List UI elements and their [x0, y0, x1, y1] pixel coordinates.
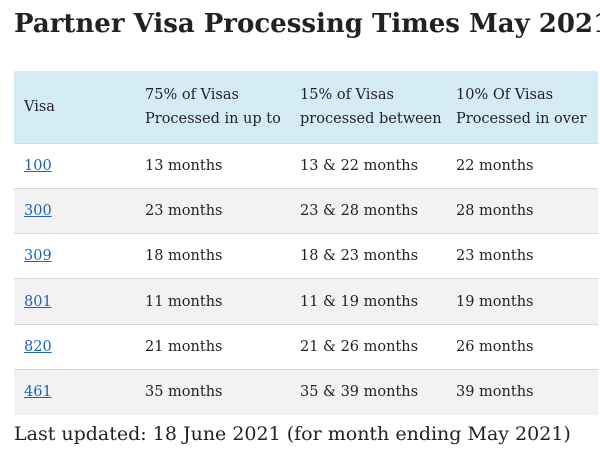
visa-link-820[interactable]: 820	[24, 338, 52, 355]
p15-cell: 35 & 39 months	[300, 384, 419, 401]
header-10-line-2: Processed in over	[456, 110, 587, 127]
table-row: 300 23 months 23 & 28 months 28 months	[14, 188, 598, 234]
header-visa: Visa	[14, 71, 135, 143]
p10-cell: 19 months	[456, 293, 534, 310]
header-75-percent: 75% of Visas Processed in up to	[135, 71, 290, 143]
p75-cell: 35 months	[145, 384, 223, 401]
visa-cell: 461	[14, 369, 135, 414]
table-row: 100 13 months 13 & 22 months 22 months	[14, 143, 598, 188]
p15-cell: 21 & 26 months	[300, 338, 419, 355]
table-row: 820 21 months 21 & 26 months 26 months	[14, 324, 598, 369]
processing-times-table: Visa 75% of Visas Processed in up to 15%…	[14, 71, 598, 415]
visa-cell: 820	[14, 324, 135, 369]
p10-cell: 39 months	[456, 384, 534, 401]
visa-link-300[interactable]: 300	[24, 202, 52, 219]
table-row: 461 35 months 35 & 39 months 39 months	[14, 369, 598, 415]
p10-cell: 23 months	[456, 248, 534, 265]
visa-cell: 300	[14, 188, 135, 233]
p15-cell: 18 & 23 months	[300, 248, 419, 265]
p75-cell: 21 months	[145, 338, 223, 355]
header-75-line-2: Processed in up to	[145, 110, 281, 127]
visa-cell: 309	[14, 234, 135, 279]
header-15-line-2: processed between	[300, 110, 442, 127]
p75-cell: 11 months	[145, 293, 223, 310]
table-header-row: Visa 75% of Visas Processed in up to 15%…	[14, 71, 598, 143]
p10-cell: 28 months	[456, 202, 534, 219]
visa-link-461[interactable]: 461	[24, 384, 52, 401]
visa-link-801[interactable]: 801	[24, 293, 52, 310]
last-updated-note: Last updated: 18 June 2021 (for month en…	[14, 423, 571, 445]
p15-cell: 13 & 22 months	[300, 157, 419, 174]
p75-cell: 18 months	[145, 248, 223, 265]
p75-cell: 13 months	[145, 157, 223, 174]
header-15-percent: 15% of Visas processed between	[290, 71, 446, 143]
header-75-line-1: 75% of Visas	[145, 86, 239, 103]
table-row: 801 11 months 11 & 19 months 19 months	[14, 278, 598, 325]
p75-cell: 23 months	[145, 202, 223, 219]
visa-cell: 801	[14, 279, 135, 324]
visa-link-100[interactable]: 100	[24, 157, 52, 174]
p10-cell: 26 months	[456, 338, 534, 355]
p15-cell: 11 & 19 months	[300, 293, 419, 310]
visa-link-309[interactable]: 309	[24, 248, 52, 265]
header-10-percent: 10% Of Visas Processed in over	[446, 71, 598, 143]
page-title: Partner Visa Processing Times May 2021	[14, 9, 600, 39]
header-10-line-1: 10% Of Visas	[456, 86, 554, 103]
p10-cell: 22 months	[456, 157, 534, 174]
header-visa-label: Visa	[24, 98, 55, 115]
table-row: 309 18 months 18 & 23 months 23 months	[14, 233, 598, 279]
header-15-line-1: 15% of Visas	[300, 86, 394, 103]
p15-cell: 23 & 28 months	[300, 202, 419, 219]
visa-cell: 100	[14, 143, 135, 188]
